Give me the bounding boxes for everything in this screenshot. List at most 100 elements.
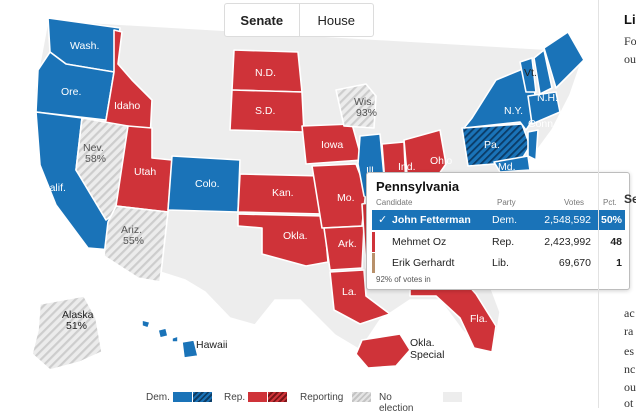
label-sd: S.D. [255, 105, 275, 117]
label-md: Md. [498, 161, 516, 173]
legend-rep-label: Rep. [224, 392, 246, 403]
article-fragment: ou [624, 52, 636, 66]
article-fragment: ou [624, 380, 636, 394]
candidate-pct: 1 [616, 257, 622, 269]
label-conn: Conn. [528, 118, 556, 130]
candidate-row[interactable]: Mehmet Oz Rep. 2,423,992 48 [372, 232, 625, 252]
label-utah: Utah [134, 166, 156, 178]
legend-dem-label: Dem. [146, 392, 170, 403]
label-idaho: Idaho [114, 100, 140, 112]
legend-dem-swatch [173, 392, 192, 402]
label-la: La. [342, 286, 357, 298]
candidate-row[interactable]: Erik Gerhardt Lib. 69,670 1 [372, 253, 625, 273]
state-wisconsin[interactable] [335, 83, 377, 129]
state-arkansas[interactable] [323, 225, 365, 271]
label-mo: Mo. [337, 192, 355, 204]
label-hawaii: Hawaii [196, 339, 228, 351]
state-alaska[interactable] [31, 295, 103, 371]
article-fragment: Se [624, 192, 636, 206]
votes-in-note: 92% of votes in [376, 275, 431, 284]
label-kan: Kan. [272, 187, 294, 199]
label-nh: N.H. [537, 92, 558, 104]
label-okla-special-1: Okla. [410, 337, 435, 349]
legend-no-election-swatch [443, 392, 462, 402]
header-pct: Pct. [603, 198, 617, 207]
legend-rep-reporting-swatch [268, 392, 287, 402]
state-arizona[interactable] [103, 205, 169, 283]
label-okla-special-2: Special [410, 349, 444, 361]
label-ore: Ore. [61, 86, 81, 98]
check-icon: ✓ [378, 214, 388, 226]
article-fragment: ot [624, 396, 634, 408]
article-column: Li Fo ou Se ac ra es nc ou ot [598, 0, 636, 408]
label-pa: Pa. [484, 139, 500, 151]
candidate-row[interactable]: ✓ John Fetterman Dem. 2,548,592 50% [372, 210, 625, 230]
state-idaho[interactable] [101, 29, 153, 141]
state-new-jersey[interactable] [527, 129, 539, 161]
candidate-party: Dem. [492, 214, 518, 226]
candidate-votes: 2,548,592 [544, 214, 591, 226]
label-wash: Wash. [70, 40, 99, 52]
article-fragment: ac [624, 306, 635, 320]
state-mass-conn[interactable] [527, 91, 561, 125]
candidate-votes: 2,423,992 [544, 236, 591, 248]
article-fragment: ra [624, 324, 634, 338]
state-maine[interactable] [543, 31, 585, 89]
candidate-name: Erik Gerhardt [392, 257, 455, 269]
candidate-pct: 48 [610, 236, 622, 248]
label-ohio: Ohio [430, 155, 452, 167]
header-party: Party [497, 198, 516, 207]
tab-house[interactable]: House [317, 12, 356, 28]
label-nev: Nev. [83, 142, 104, 154]
label-ariz: Ariz. [121, 224, 142, 236]
label-iowa: Iowa [321, 139, 343, 151]
tab-senate[interactable]: Senate [225, 4, 300, 36]
legend-rep-swatch [248, 392, 267, 402]
label-ariz-pct: 55% [123, 235, 144, 247]
candidate-name: John Fetterman [392, 214, 471, 226]
state-pennsylvania[interactable] [461, 123, 531, 167]
candidate-party: Rep. [492, 236, 515, 248]
chamber-toggle: Senate House [224, 3, 374, 37]
article-fragment: Li [624, 12, 636, 27]
article-fragment: Fo [624, 34, 636, 48]
state-new-hampshire[interactable] [533, 49, 553, 95]
header-votes: Votes [564, 198, 585, 207]
state-tooltip: Pennsylvania Candidate Party Votes Pct. … [366, 172, 630, 290]
candidate-name: Mehmet Oz [392, 236, 447, 248]
legend-no-election-label: No election [379, 392, 414, 414]
label-nd: N.D. [255, 67, 276, 79]
column-divider [598, 0, 599, 408]
label-nev-pct: 58% [85, 153, 106, 165]
label-wis-pct: 93% [356, 107, 377, 119]
header-candidate: Candidate [376, 198, 413, 207]
party-color-bar [372, 253, 375, 273]
label-vt: Vt. [524, 67, 537, 79]
label-colo: Colo. [195, 178, 220, 190]
state-hawaii[interactable] [141, 319, 199, 359]
legend-dem-reporting-swatch [193, 392, 212, 402]
state-vermont[interactable] [519, 57, 537, 93]
label-alaska-pct: 51% [66, 320, 87, 332]
legend-reporting-swatch [352, 392, 371, 402]
label-fla: Fla. [470, 313, 488, 325]
label-calif: Calif. [42, 182, 66, 194]
state-maryland[interactable] [493, 155, 531, 173]
party-color-bar [372, 232, 375, 252]
legend-reporting-label: Reporting [300, 392, 344, 403]
label-okla: Okla. [283, 230, 308, 242]
article-fragment: nc [624, 362, 636, 376]
label-ny: N.Y. [504, 105, 523, 117]
candidate-party: Lib. [492, 257, 509, 269]
tooltip-state-name: Pennsylvania [376, 179, 460, 194]
article-fragment: es [624, 344, 634, 358]
label-ark: Ark. [338, 238, 357, 250]
state-louisiana[interactable] [329, 269, 391, 325]
state-okla-special[interactable] [355, 333, 411, 369]
label-ind: Ind. [398, 161, 416, 173]
label-wis: Wis. [354, 96, 374, 108]
candidate-pct: 50% [600, 214, 622, 226]
label-alaska: Alaska [62, 309, 94, 321]
candidate-votes: 69,670 [558, 257, 591, 269]
